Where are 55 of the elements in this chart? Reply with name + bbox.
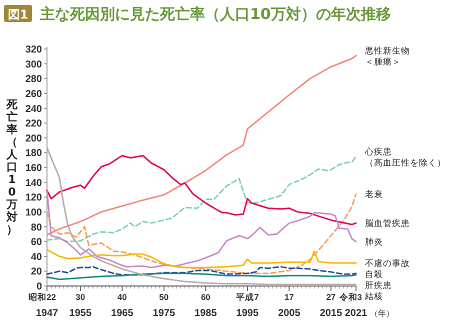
x-tick-label: 1965 [111, 308, 134, 319]
line-series [46, 146, 357, 286]
series-label: 心疾患（高血圧性を除く） [365, 147, 446, 168]
y-tick-label: 0 [36, 282, 42, 292]
y-tick-label: 200 [25, 133, 42, 144]
text: 死亡率（人口10万対） [6, 98, 18, 236]
text: 40 [117, 292, 128, 302]
x-tick-label: 2005 [278, 308, 301, 319]
y-tick-label: 80 [30, 222, 42, 234]
y-tick-label: 60 [30, 237, 42, 248]
y-tick-label: 100 [25, 207, 42, 218]
y-tick-label: 20 [30, 266, 42, 278]
line-series [46, 248, 357, 268]
series-label: 老衰 [365, 190, 383, 200]
badge: 図1 [4, 5, 32, 22]
x-tick-label: 1947 [36, 308, 59, 319]
x-tick-label: 1955 [69, 308, 92, 319]
line-series [46, 154, 357, 226]
y-tick-label: 280 [25, 74, 42, 86]
text: 平成7 [235, 292, 260, 302]
series-label: 肝疾患 [365, 281, 392, 292]
caption: 図1 [8, 8, 28, 22]
y-tick-label: 40 [30, 252, 42, 263]
y-tick-label: 220 [25, 118, 42, 130]
y-tick-label: 240 [25, 104, 42, 115]
y-tick-label: 180 [25, 148, 42, 160]
line-series [46, 266, 357, 276]
y-tick-label: 120 [25, 192, 42, 204]
x-axis-title: （年） [370, 309, 394, 318]
text: 50 [159, 292, 169, 302]
text: 令和3 [338, 292, 362, 302]
x-tick-label: 1985 [194, 308, 218, 319]
series-label: 肺炎 [365, 238, 383, 248]
series-label: 不慮の事故 [365, 259, 410, 270]
text: 27 [326, 292, 336, 302]
y-tick-label: 160 [25, 163, 42, 174]
series-label: 脳血管疾患 [365, 219, 410, 230]
text: 60 [200, 292, 211, 302]
x-tick-label: 1975 [152, 308, 176, 319]
y-tick-label: 140 [25, 178, 42, 189]
series-label: 悪性新生物＜腫瘍＞ [365, 46, 410, 68]
x-tick-label: 2021 [344, 308, 368, 319]
x-tick-label: 1995 [236, 308, 259, 319]
y-tick-label: 300 [25, 59, 42, 70]
series-label: 自殺 [365, 270, 383, 280]
series-label: 結核 [365, 292, 383, 302]
line-series [46, 54, 357, 236]
chart-title: 主な死因別に見た死亡率（人口10万対）の年次推移 [39, 5, 391, 23]
text: 30 [76, 292, 86, 302]
x-tick-label: 2015 [320, 308, 343, 319]
y-tick-label: 260 [25, 88, 42, 100]
line-series [46, 156, 357, 242]
text: 昭和22 [28, 292, 56, 302]
y-tick-label: 320 [25, 44, 42, 56]
text: 17 [284, 292, 294, 302]
